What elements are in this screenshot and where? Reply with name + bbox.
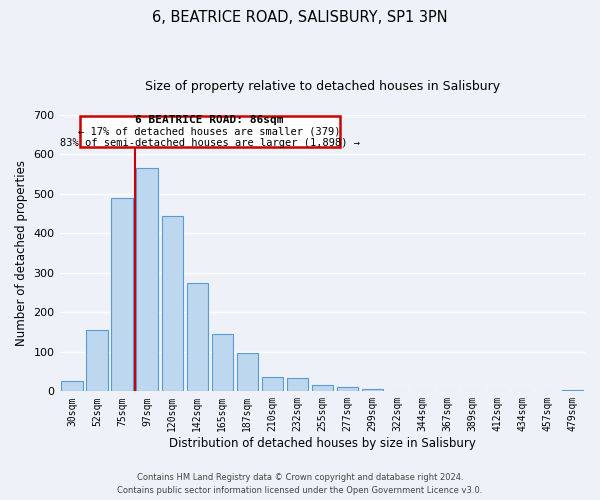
Bar [387,390,408,392]
Text: 6, BEATRICE ROAD, SALISBURY, SP1 3PN: 6, BEATRICE ROAD, SALISBURY, SP1 3PN [152,10,448,25]
Bar [362,390,383,392]
Bar [311,386,333,392]
Text: 6 BEATRICE ROAD: 86sqm: 6 BEATRICE ROAD: 86sqm [136,115,284,125]
Bar [161,216,183,392]
Bar [187,283,208,392]
Bar [112,198,133,392]
X-axis label: Distribution of detached houses by size in Salisbury: Distribution of detached houses by size … [169,437,476,450]
Bar [412,390,433,392]
Bar [562,390,583,392]
Bar [262,376,283,392]
Bar [86,330,108,392]
Title: Size of property relative to detached houses in Salisbury: Size of property relative to detached ho… [145,80,500,93]
Bar [236,352,258,392]
Bar [136,168,158,392]
Bar [337,388,358,392]
Text: ← 17% of detached houses are smaller (379): ← 17% of detached houses are smaller (37… [79,126,341,136]
Y-axis label: Number of detached properties: Number of detached properties [15,160,28,346]
Bar [437,390,458,392]
Text: Contains HM Land Registry data © Crown copyright and database right 2024.
Contai: Contains HM Land Registry data © Crown c… [118,474,482,495]
Bar [212,334,233,392]
Text: 83% of semi-detached houses are larger (1,898) →: 83% of semi-detached houses are larger (… [59,138,359,147]
Bar [287,378,308,392]
Bar [61,382,83,392]
FancyBboxPatch shape [80,116,340,148]
